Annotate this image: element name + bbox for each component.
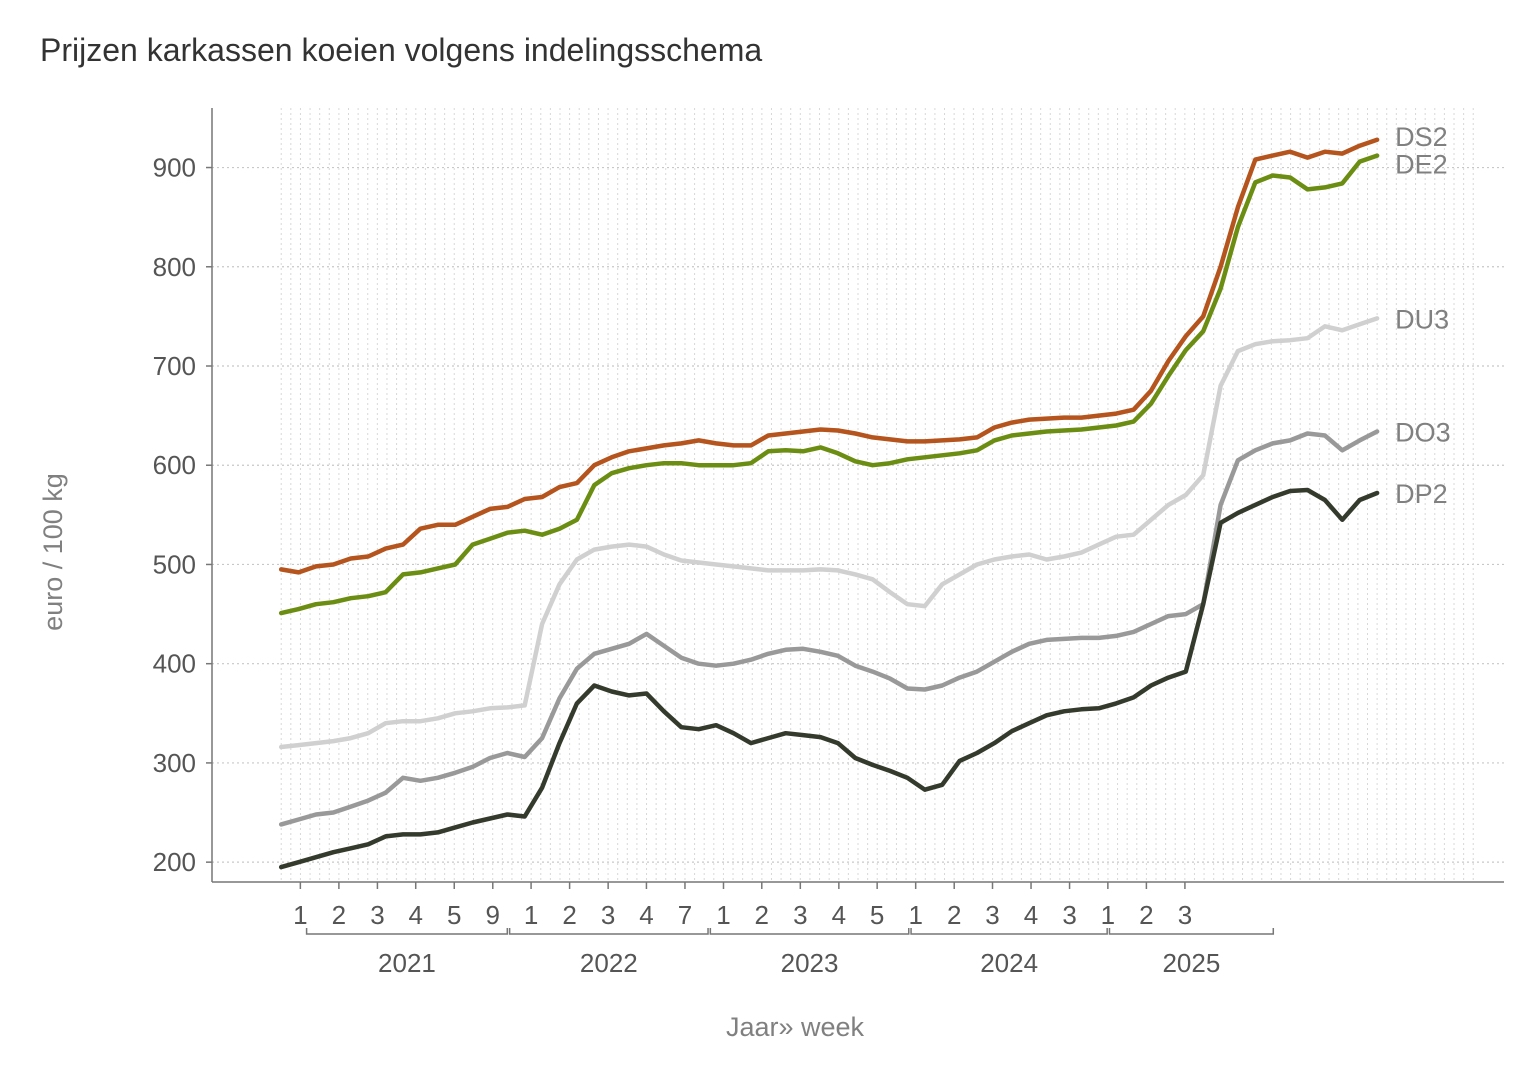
year-label: 2024 <box>980 948 1038 978</box>
x-week-label: 5 <box>870 900 884 930</box>
year-label: 2021 <box>378 948 436 978</box>
x-week-label: 3 <box>1062 900 1076 930</box>
y-tick-label: 500 <box>153 549 196 579</box>
x-week-label: 2 <box>755 900 769 930</box>
series-label-dp2: DP2 <box>1395 479 1448 509</box>
x-week-label: 5 <box>447 900 461 930</box>
x-week-label: 2 <box>1139 900 1153 930</box>
year-bracket <box>1108 928 1275 935</box>
series-lines <box>278 137 1380 870</box>
series-label-ds2: DS2 <box>1395 122 1448 152</box>
series-line-ds2 <box>278 137 1380 575</box>
y-tick-label: 400 <box>153 649 196 679</box>
grid-lines <box>212 108 1504 882</box>
y-tick-label: 900 <box>153 153 196 183</box>
y-tick-label: 300 <box>153 748 196 778</box>
x-week-label: 3 <box>601 900 615 930</box>
x-week-label: 2 <box>332 900 346 930</box>
x-week-label: 2 <box>947 900 961 930</box>
x-week-label: 4 <box>1024 900 1038 930</box>
x-week-label: 1 <box>293 900 307 930</box>
year-bracket <box>910 928 1108 935</box>
x-week-label: 3 <box>793 900 807 930</box>
x-week-label: 1 <box>1101 900 1115 930</box>
x-week-label: 1 <box>524 900 538 930</box>
year-bracket <box>508 928 709 935</box>
x-week-label: 7 <box>678 900 692 930</box>
year-bracket <box>709 928 910 935</box>
x-week-label: 3 <box>1178 900 1192 930</box>
series-line-dp2 <box>278 487 1380 870</box>
y-tick-label: 600 <box>153 450 196 480</box>
series-line-do3 <box>278 429 1380 827</box>
y-tick-label: 700 <box>153 351 196 381</box>
series-label-de2: DE2 <box>1395 150 1448 180</box>
y-tick-label: 200 <box>153 847 196 877</box>
x-week-label: 4 <box>832 900 846 930</box>
y-tick-label: 800 <box>153 252 196 282</box>
y-axis-title: euro / 100 kg <box>38 473 68 631</box>
series-label-do3: DO3 <box>1395 417 1451 447</box>
x-week-label: 1 <box>908 900 922 930</box>
x-week-label: 9 <box>486 900 500 930</box>
x-week-label: 1 <box>716 900 730 930</box>
x-week-label: 3 <box>985 900 999 930</box>
x-week-label: 4 <box>639 900 653 930</box>
x-week-label: 3 <box>370 900 384 930</box>
year-label: 2022 <box>580 948 638 978</box>
series-label-du3: DU3 <box>1395 304 1449 334</box>
x-week-label: 2 <box>562 900 576 930</box>
year-label: 2023 <box>781 948 839 978</box>
year-label: 2025 <box>1162 948 1220 978</box>
x-axis-title: Jaar» week <box>726 1012 865 1042</box>
series-line-de2 <box>278 153 1380 616</box>
series-line-du3 <box>278 316 1380 750</box>
x-week-label: 4 <box>408 900 422 930</box>
chart-title: Prijzen karkassen koeien volgens indelin… <box>40 32 763 68</box>
year-bracket <box>305 928 509 935</box>
